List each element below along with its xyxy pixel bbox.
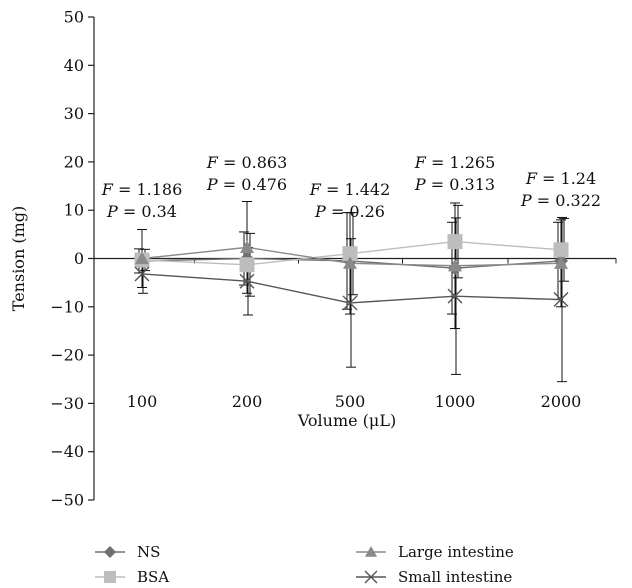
point-small-intestine <box>134 266 150 282</box>
error-bars <box>134 201 569 383</box>
x-marker-stroke <box>134 266 150 282</box>
f-value: = 0.863 <box>218 153 287 172</box>
point-large-intestine <box>240 240 254 253</box>
f-value: = 1.24 <box>537 169 596 188</box>
p-value-label: P = 0.313 <box>414 175 495 194</box>
point-bsa <box>447 234 463 250</box>
point-large-intestine <box>343 256 357 269</box>
legend-marker <box>364 570 378 584</box>
legend-label: NS <box>137 543 160 561</box>
p-symbol: P <box>106 202 118 221</box>
y-tick-label: −30 <box>50 394 84 413</box>
p-value-label: P = 0.322 <box>520 191 601 210</box>
legend-marker <box>104 571 116 583</box>
p-value: = 0.476 <box>218 175 287 194</box>
x-axis-title: Volume (μL) <box>297 411 396 430</box>
legend-item-small-intestine: Small intestine <box>356 568 512 586</box>
f-symbol: F <box>206 153 219 172</box>
f-value: = 1.442 <box>321 180 390 199</box>
legend-item-large-intestine: Large intestine <box>356 543 514 561</box>
p-symbol: P <box>206 175 218 194</box>
f-symbol: F <box>309 180 322 199</box>
f-value: = 1.265 <box>426 153 495 172</box>
legend: NS BSA Large intestine Small intestine <box>95 543 514 586</box>
y-tick-label: 20 <box>64 152 84 171</box>
y-axis-title: Tension (mg) <box>9 206 28 311</box>
point-bsa <box>553 242 569 258</box>
point-bsa <box>239 257 255 273</box>
p-value-label: P = 0.26 <box>314 202 385 221</box>
x-tick-label: 100 <box>127 392 158 411</box>
y-tick-label: −10 <box>50 297 84 316</box>
y-tick-label: −20 <box>50 346 84 365</box>
point-small-intestine <box>239 273 255 289</box>
legend-marker <box>365 546 377 557</box>
point-small-intestine <box>447 288 463 304</box>
f-statistic-label: F = 1.186 <box>101 180 183 199</box>
x-marker-stroke <box>239 273 255 289</box>
f-statistic-label: F = 1.265 <box>414 153 496 172</box>
y-tick-label: 50 <box>64 8 84 27</box>
data-markers <box>134 234 569 311</box>
p-value: = 0.26 <box>326 202 385 221</box>
point-bsa <box>342 246 358 262</box>
p-symbol: P <box>520 191 532 210</box>
x-tick-label: 200 <box>232 392 263 411</box>
legend-label: Large intestine <box>398 543 514 561</box>
f-symbol: F <box>414 153 427 172</box>
x-tick-label: 500 <box>335 392 366 411</box>
f-statistic-label: F = 0.863 <box>206 153 288 172</box>
f-symbol: F <box>101 180 114 199</box>
x-marker-stroke <box>447 288 463 304</box>
p-symbol: P <box>414 175 426 194</box>
legend-label: BSA <box>137 568 169 586</box>
point-small-intestine <box>342 295 358 311</box>
x-marker-stroke <box>553 292 569 308</box>
legend-marker <box>104 546 116 558</box>
point-large-intestine <box>135 251 149 265</box>
p-value: = 0.322 <box>532 191 601 210</box>
f-symbol: F <box>525 169 538 188</box>
p-symbol: P <box>314 202 326 221</box>
y-tick-label: 40 <box>64 56 84 75</box>
x-tick-label: 1000 <box>435 392 476 411</box>
y-tick-label: −40 <box>50 442 84 461</box>
y-tick-label: −50 <box>50 491 84 510</box>
point-large-intestine <box>554 256 568 269</box>
point-small-intestine <box>553 292 569 308</box>
p-value: = 0.313 <box>426 175 495 194</box>
point-large-intestine <box>448 258 462 272</box>
y-tick-label: 0 <box>74 249 84 268</box>
x-marker-stroke <box>342 295 358 311</box>
legend-item-ns: NS <box>95 543 160 561</box>
p-value-label: P = 0.34 <box>106 202 177 221</box>
legend-label: Small intestine <box>398 568 512 586</box>
f-value: = 1.186 <box>113 180 182 199</box>
y-tick-label: 10 <box>64 201 84 220</box>
y-tick-label: 30 <box>64 104 84 123</box>
x-marker-stroke <box>364 570 378 584</box>
p-value-label: P = 0.476 <box>206 175 287 194</box>
p-value: = 0.34 <box>118 202 177 221</box>
axes: −50 −40 −30 −20 −10 0 10 20 30 40 50 100 200 500 1000 2… <box>9 8 617 510</box>
x-tick-label: 2000 <box>541 392 582 411</box>
f-statistic-label: F = 1.24 <box>525 169 596 188</box>
f-statistic-label: F = 1.442 <box>309 180 391 199</box>
legend-item-bsa: BSA <box>95 568 169 586</box>
